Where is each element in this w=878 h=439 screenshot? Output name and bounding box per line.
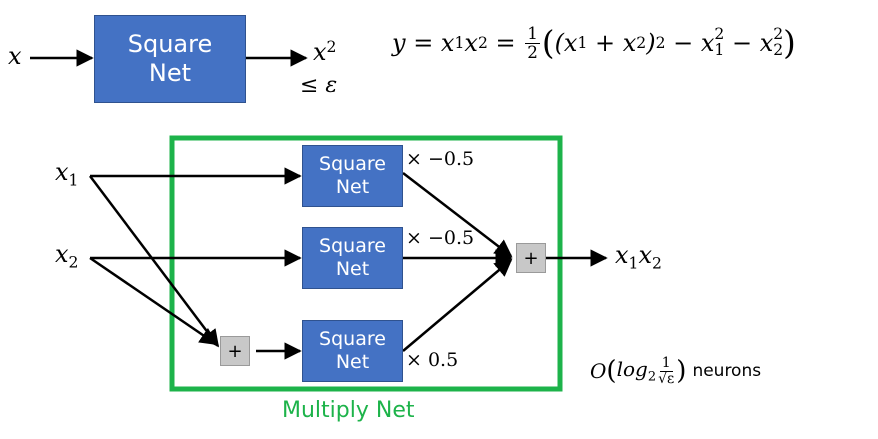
plus-node-sum: + xyxy=(516,243,546,273)
output-product-label: x1x2 xyxy=(615,241,662,273)
equation-fraction-half: 1 2 xyxy=(525,22,540,62)
arrow-x2-to-plus xyxy=(89,256,218,346)
arrow-square3-to-sum xyxy=(402,258,513,352)
arrow-x1-to-plus xyxy=(89,175,220,348)
multiply-net-caption: Multiply Net xyxy=(282,398,415,423)
factor-label-2: × −0.5 xyxy=(406,227,475,249)
output-x-squared: x2 xyxy=(313,38,337,66)
square-net-box-main: Square Net xyxy=(94,15,246,103)
multiply-net-frame xyxy=(169,135,563,392)
plus-node-input: + xyxy=(220,336,250,366)
square-net-label-line2: Net xyxy=(148,59,192,87)
input-x2-label: x2 xyxy=(55,240,79,272)
factor-label-1: × −0.5 xyxy=(406,148,475,170)
arrow-square1-to-sum xyxy=(402,172,513,258)
square-net-box-2: Square Net xyxy=(302,227,403,289)
error-bound-label: ≤ ε xyxy=(300,73,338,98)
square-net-label-line1: Square xyxy=(127,30,213,59)
factor-label-3: × 0.5 xyxy=(406,349,459,371)
square-net-box-3: Square Net xyxy=(302,320,403,382)
input-x1-label: x1 xyxy=(55,158,79,190)
square-net-box-1: Square Net xyxy=(302,145,403,207)
complexity-label: O ( log2 1 √ε ) neurons xyxy=(590,355,762,387)
input-x-label: x xyxy=(8,42,22,70)
